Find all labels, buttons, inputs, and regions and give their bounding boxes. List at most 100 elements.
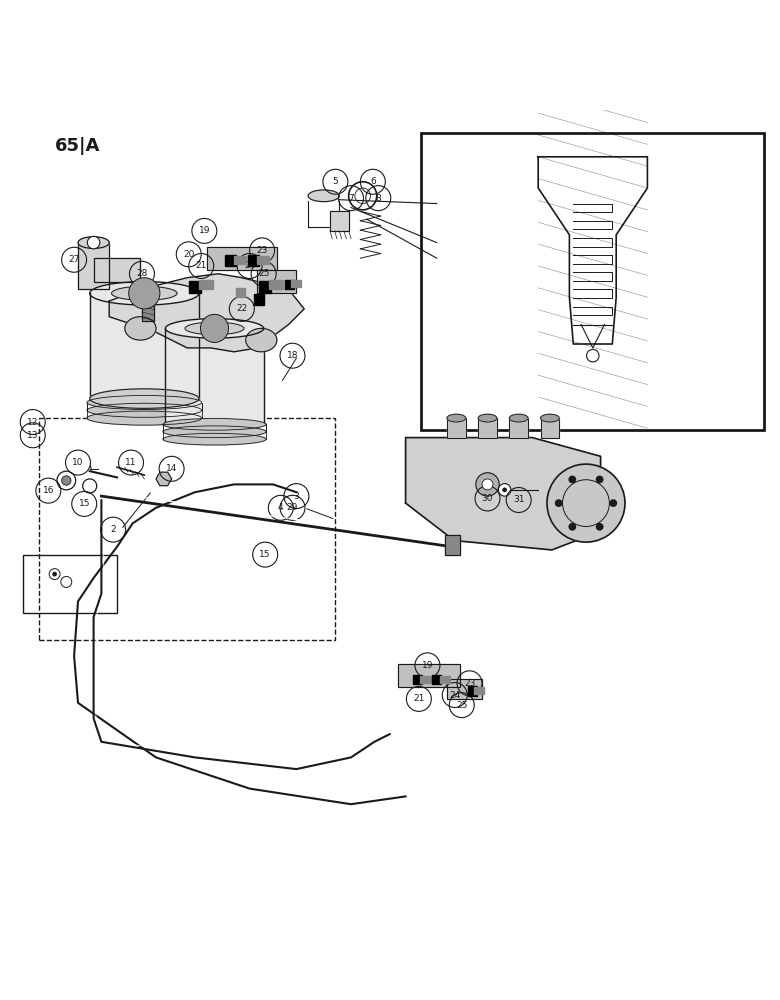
Text: 24: 24 (449, 690, 460, 700)
Circle shape (200, 314, 229, 342)
Bar (445, 535, 460, 555)
Ellipse shape (78, 237, 109, 248)
Ellipse shape (478, 414, 497, 422)
Ellipse shape (90, 389, 199, 408)
Bar (432, 675, 441, 684)
Bar (257, 270, 296, 293)
Bar (39, 418, 335, 640)
Bar (142, 301, 154, 321)
Circle shape (57, 471, 76, 490)
Ellipse shape (163, 426, 266, 438)
Bar (398, 664, 460, 687)
Ellipse shape (308, 190, 339, 202)
Bar (165, 328, 264, 422)
Text: 19: 19 (422, 661, 433, 670)
Circle shape (555, 499, 562, 507)
Bar (541, 418, 559, 438)
Ellipse shape (87, 411, 201, 425)
Bar (440, 676, 450, 683)
Polygon shape (406, 438, 601, 550)
Text: 8: 8 (375, 194, 381, 203)
Bar (23, 555, 117, 613)
Circle shape (52, 572, 57, 576)
Text: 31: 31 (513, 495, 524, 504)
Text: 21: 21 (413, 694, 424, 703)
Bar (291, 280, 301, 287)
Polygon shape (538, 157, 647, 344)
Bar (248, 255, 259, 266)
Text: 19: 19 (199, 226, 210, 235)
Bar (474, 687, 484, 694)
Bar (207, 247, 277, 270)
Circle shape (62, 476, 71, 485)
Bar (445, 535, 460, 555)
Text: 23: 23 (464, 679, 475, 688)
Text: 18: 18 (287, 351, 298, 360)
Text: 24: 24 (244, 261, 255, 270)
Text: 14: 14 (166, 464, 177, 473)
Text: 7: 7 (348, 194, 354, 203)
Ellipse shape (246, 328, 277, 352)
Text: 65|A: 65|A (55, 137, 100, 155)
Text: 27: 27 (69, 255, 80, 264)
Text: 12: 12 (27, 418, 38, 427)
Bar (254, 294, 264, 305)
Bar (330, 211, 349, 231)
Circle shape (49, 569, 60, 580)
Circle shape (609, 499, 617, 507)
Circle shape (129, 278, 160, 309)
Text: 13: 13 (27, 431, 38, 440)
Bar (413, 675, 422, 684)
Bar (509, 418, 528, 438)
Bar (234, 256, 246, 264)
Bar (478, 418, 497, 438)
Ellipse shape (87, 403, 201, 417)
Text: 21: 21 (196, 261, 207, 270)
Bar (398, 664, 460, 687)
Text: 15: 15 (79, 499, 90, 508)
Bar (90, 293, 199, 399)
Text: 22: 22 (236, 304, 247, 313)
Ellipse shape (90, 282, 199, 305)
Ellipse shape (125, 317, 156, 340)
Bar (257, 270, 296, 293)
Text: 4: 4 (278, 503, 284, 512)
Ellipse shape (87, 395, 201, 410)
Bar (447, 679, 482, 699)
Polygon shape (156, 472, 172, 486)
Ellipse shape (447, 414, 466, 422)
Circle shape (547, 464, 625, 542)
Circle shape (87, 236, 100, 249)
Text: 3: 3 (293, 492, 300, 501)
Bar (225, 255, 236, 266)
Bar (447, 418, 466, 438)
Text: 15: 15 (260, 550, 271, 559)
Bar (189, 281, 201, 293)
Text: 2: 2 (110, 525, 116, 534)
Circle shape (498, 484, 511, 496)
Bar (142, 301, 154, 321)
Circle shape (569, 476, 576, 483)
Text: 29: 29 (287, 503, 298, 512)
Bar (468, 686, 477, 696)
Bar (447, 679, 482, 699)
Circle shape (83, 479, 97, 493)
Bar (207, 247, 277, 270)
Text: 23: 23 (257, 246, 268, 255)
Circle shape (476, 473, 499, 496)
Ellipse shape (509, 414, 528, 422)
Bar (236, 288, 245, 297)
Ellipse shape (163, 418, 266, 430)
Ellipse shape (541, 414, 559, 422)
Circle shape (61, 576, 72, 587)
Text: 28: 28 (136, 269, 147, 278)
Text: 10: 10 (73, 458, 83, 467)
Text: 30: 30 (482, 494, 493, 503)
Ellipse shape (163, 433, 266, 445)
Ellipse shape (112, 286, 177, 300)
Text: 5: 5 (332, 177, 339, 186)
Text: 25: 25 (456, 701, 467, 710)
Bar (421, 133, 764, 430)
Text: 16: 16 (43, 486, 54, 495)
Bar (78, 243, 109, 289)
